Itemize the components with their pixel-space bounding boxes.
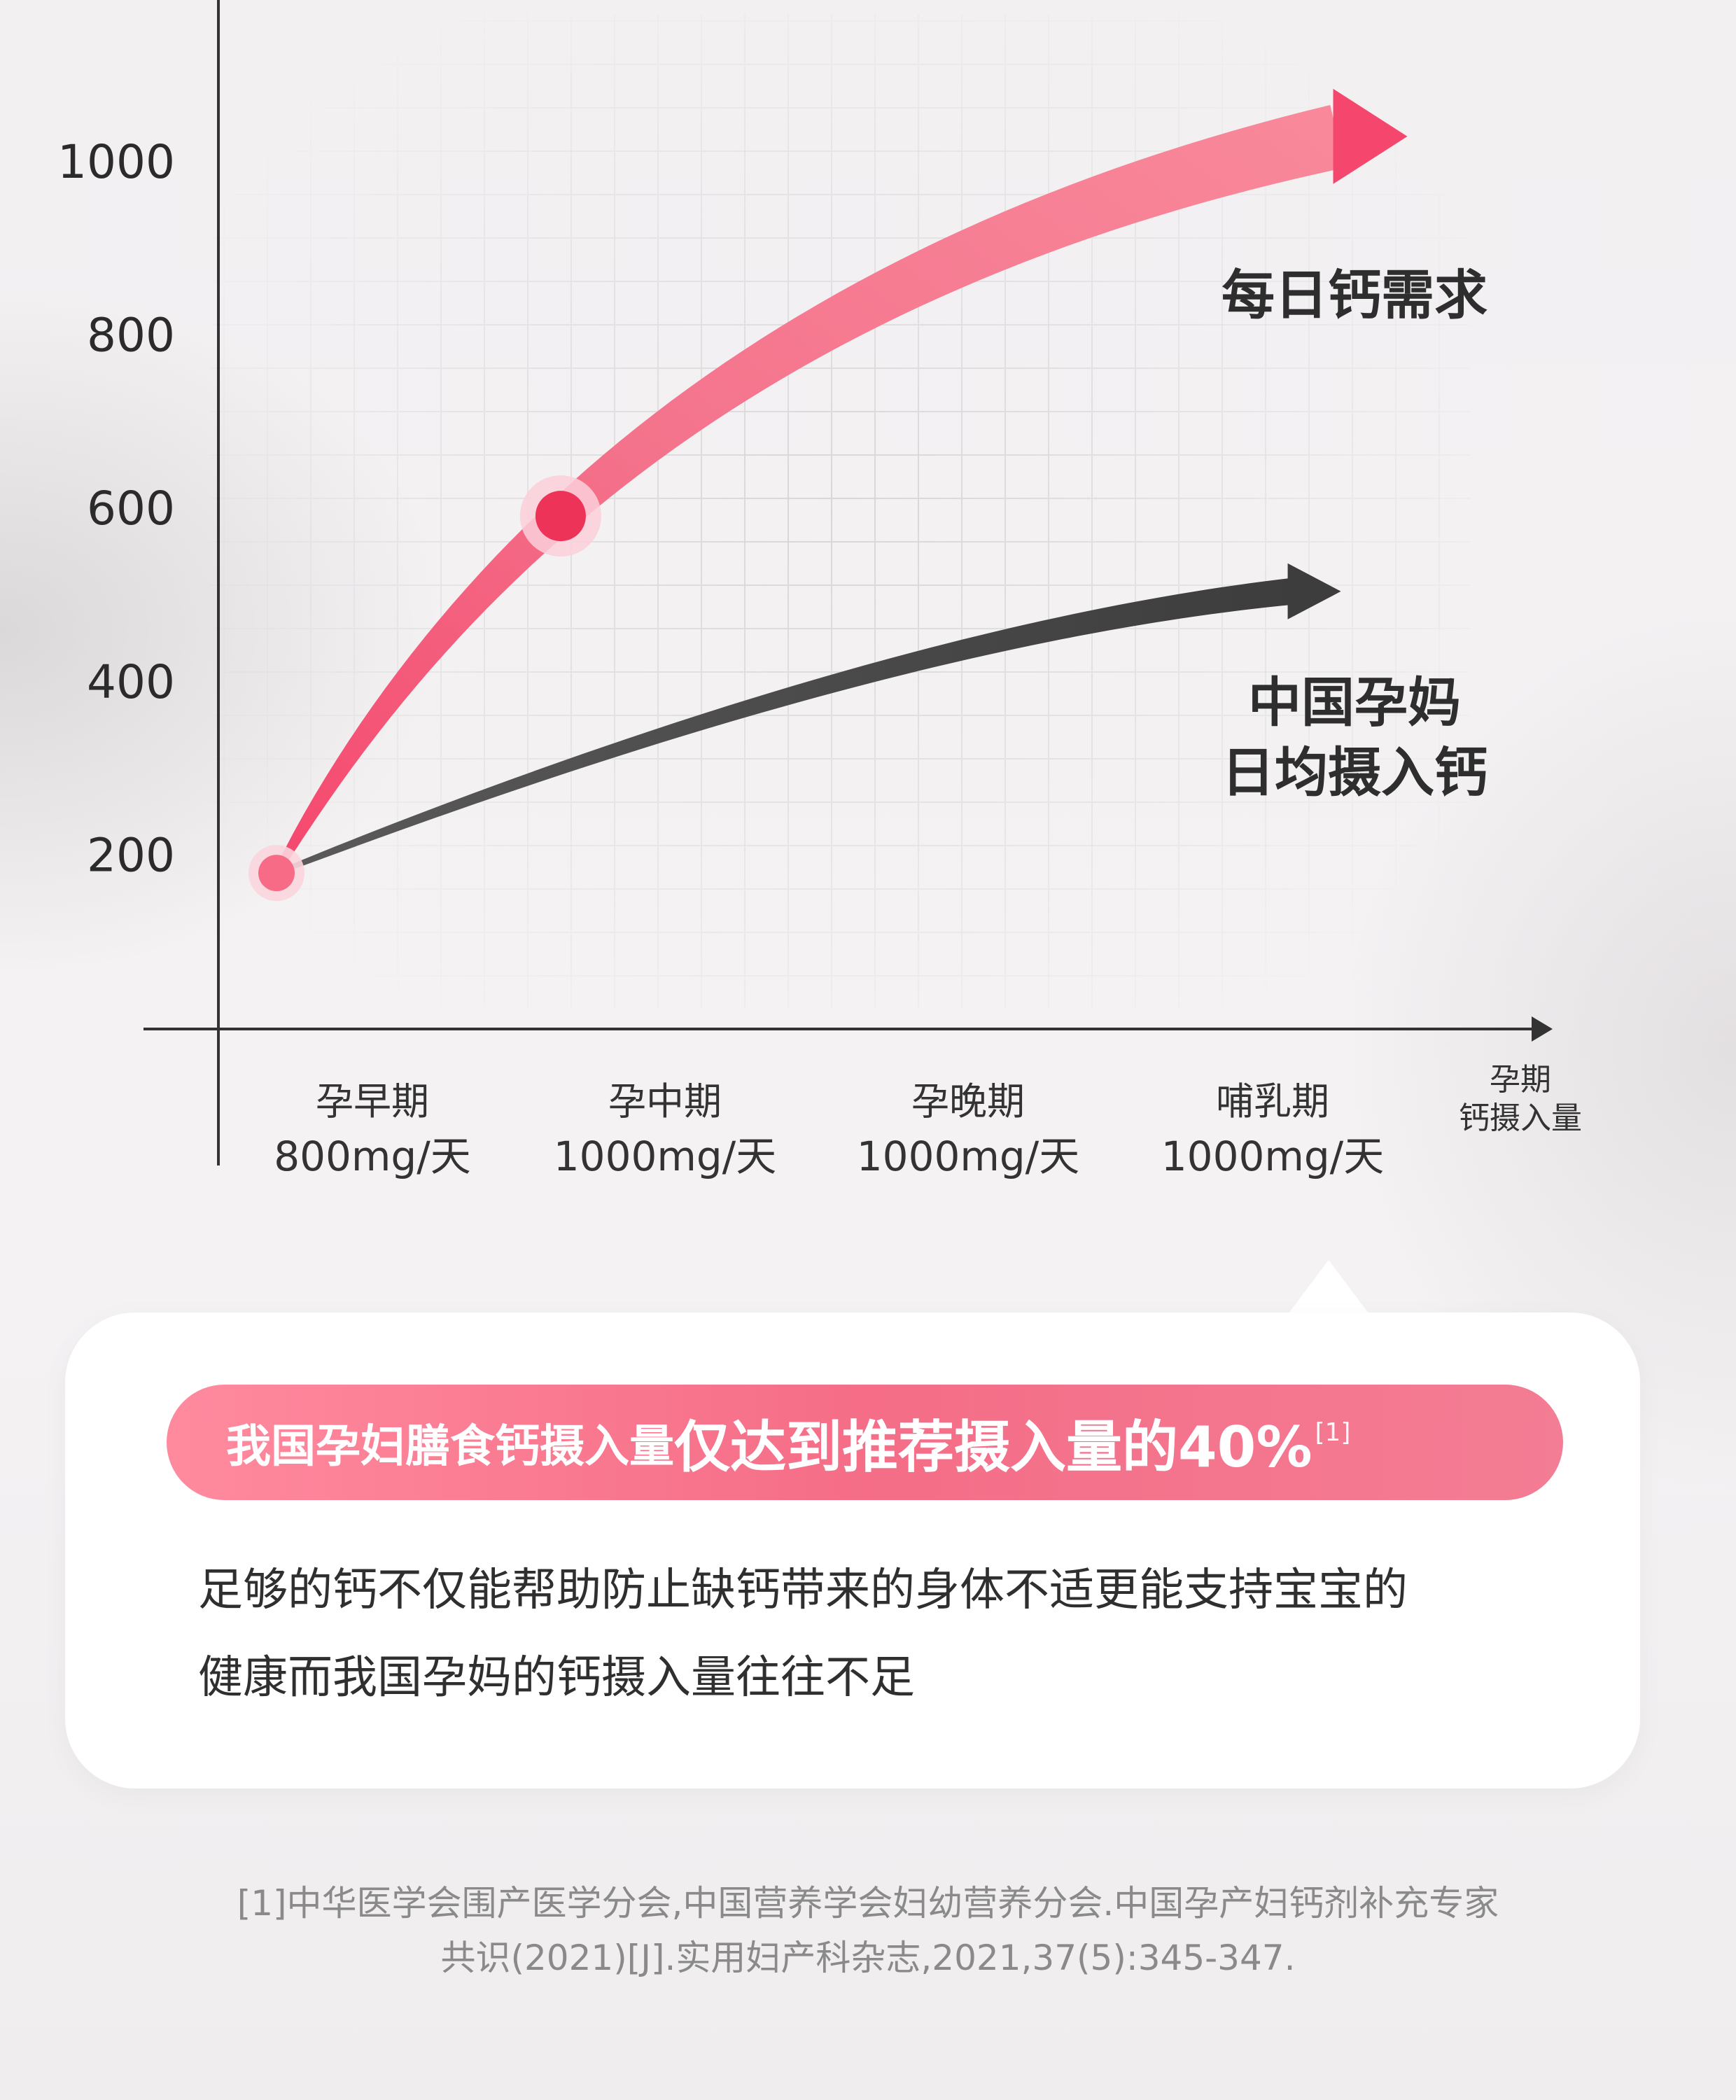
x-category-value: 1000mg/天 bbox=[1161, 1133, 1384, 1180]
highlight-text-part1: 我国孕妇膳食钙摄入量 bbox=[226, 1420, 674, 1473]
x-category-value: 1000mg/天 bbox=[554, 1133, 776, 1180]
series-label-intake: 日均摄入钙 bbox=[1222, 741, 1488, 804]
x-category-value: 1000mg/天 bbox=[857, 1133, 1079, 1180]
x-category-name: 孕晚期 bbox=[911, 1079, 1025, 1124]
chart-grid bbox=[210, 14, 1470, 1008]
series-line-requirement bbox=[274, 105, 1345, 875]
footnote-line1: [1]中华医学会围产医学分会,中国营养学会妇幼营养分会.中国孕产妇钙剂补充专家 bbox=[237, 1883, 1499, 1924]
y-tick-label: 600 bbox=[87, 482, 175, 536]
reference-footnote: [1]中华医学会围产医学分会,中国营养学会妇幼营养分会.中国孕产妇钙剂补充专家 … bbox=[0, 1876, 1736, 1985]
intake-arrow-head bbox=[1287, 563, 1341, 620]
y-tick-label: 800 bbox=[87, 309, 175, 363]
callout-body-line2: 健康而我国孕妈的钙摄入量往往不足 bbox=[198, 1652, 915, 1704]
y-tick-labels: 200 400 600 800 1000 bbox=[57, 135, 175, 882]
x-category-name: 哺乳期 bbox=[1216, 1079, 1329, 1124]
callout-card: 我国孕妇膳食钙摄入量 仅达到推荐摄入量的40% [1] 足够的钙不仅能帮助防止缺… bbox=[65, 1312, 1640, 1788]
x-category-name: 孕早期 bbox=[316, 1079, 429, 1124]
x-axis-label: 孕期 bbox=[1490, 1062, 1551, 1098]
x-category-value: 800mg/天 bbox=[274, 1133, 471, 1180]
series-label-requirement: 每日钙需求 bbox=[1222, 264, 1488, 326]
series-label-intake: 中国孕妈 bbox=[1248, 671, 1461, 734]
highlight-pill: 我国孕妇膳食钙摄入量 仅达到推荐摄入量的40% [1] bbox=[167, 1385, 1563, 1500]
highlight-text-part2: 仅达到推荐摄入量的40% bbox=[674, 1414, 1312, 1480]
y-tick-label: 1000 bbox=[57, 135, 175, 189]
requirement-arrow-head bbox=[1333, 88, 1408, 184]
x-category-name: 孕中期 bbox=[608, 1079, 722, 1124]
start-marker bbox=[258, 855, 295, 892]
callout-tail bbox=[1287, 1260, 1371, 1316]
x-category-labels: 孕早期800mg/天孕中期1000mg/天孕晚期1000mg/天哺乳期1000m… bbox=[274, 1062, 1582, 1180]
y-tick-label: 400 bbox=[87, 655, 175, 709]
chart-axes bbox=[144, 0, 1553, 1166]
callout-body-line1: 足够的钙不仅能帮助防止缺钙带来的身体不适更能支持宝宝的 bbox=[198, 1564, 1408, 1616]
footnote-line2: 共识(2021)[J].实用妇产科杂志,2021,37(5):345-347. bbox=[440, 1938, 1296, 1978]
x-axis-arrow bbox=[1532, 1016, 1553, 1042]
mid-marker bbox=[535, 491, 586, 542]
callout-body: 足够的钙不仅能帮助防止缺钙带来的身体不适更能支持宝宝的 健康而我国孕妈的钙摄入量… bbox=[198, 1547, 1584, 1722]
y-tick-label: 200 bbox=[87, 828, 175, 882]
series-line-intake bbox=[275, 578, 1294, 875]
x-axis-label: 钙摄入量 bbox=[1459, 1100, 1582, 1136]
reference-mark: [1] bbox=[1315, 1418, 1351, 1447]
